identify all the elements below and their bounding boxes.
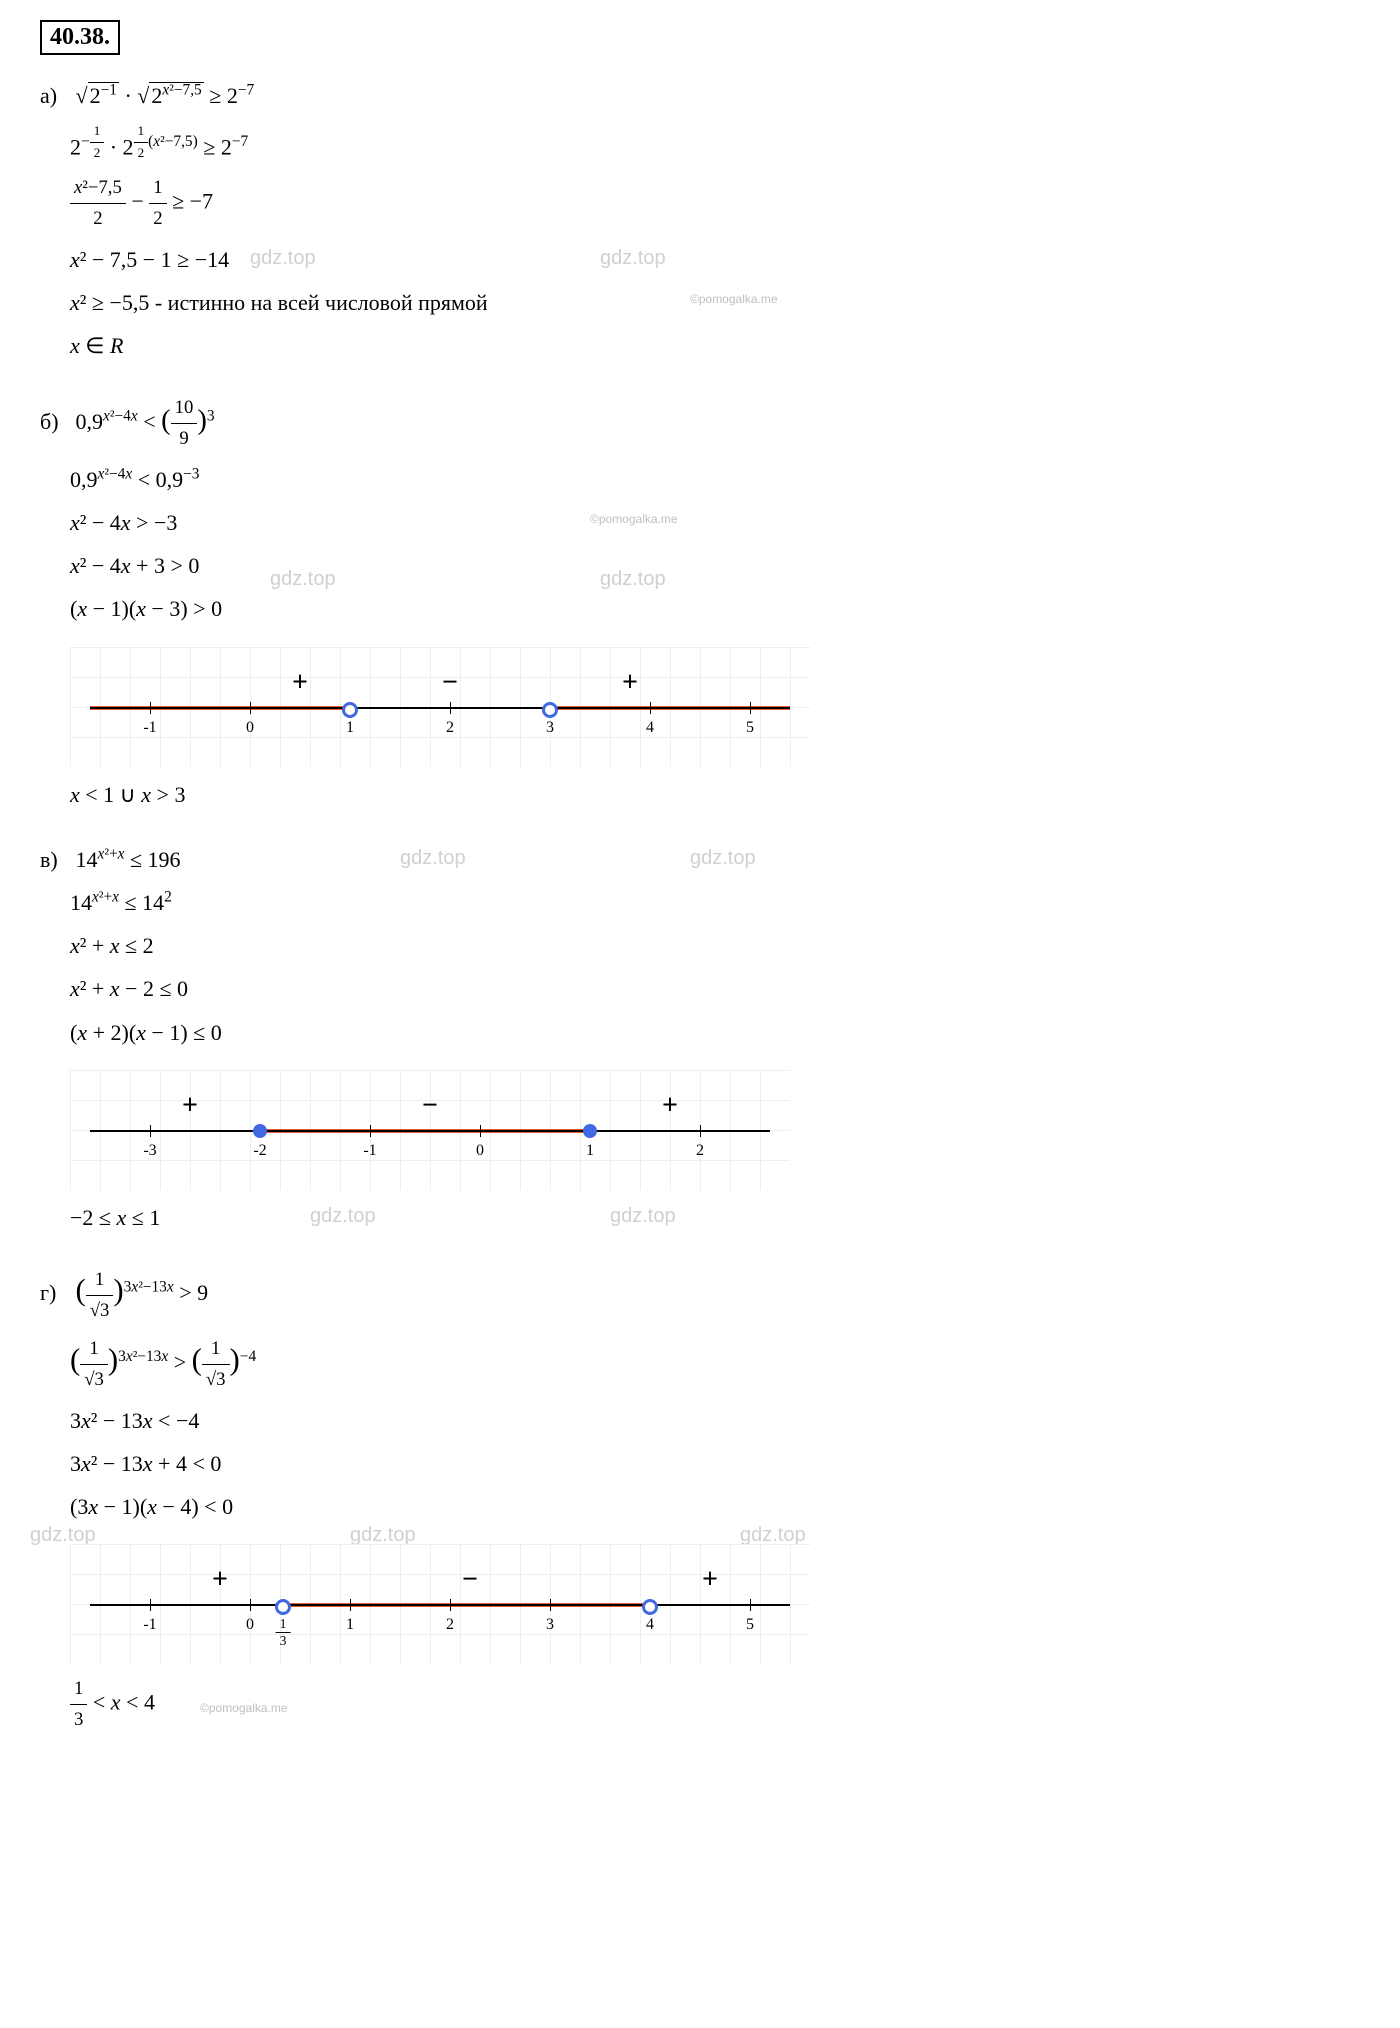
result-b: x < 1 ∪ x > 3 [70,777,1360,812]
watermark-gdz: gdz.top [250,242,316,274]
math-line: 0,9x²−4x < (109)3 [76,409,215,434]
watermark-gdz: gdz.top [610,1200,676,1232]
math-line: 3x² − 13x < −4 [70,1403,1360,1438]
solution-page: 40.38. а) 2−1 · 2x²−7,5 ≥ 2−7 2−12 · 212… [40,20,1360,1735]
part-a: а) 2−1 · 2x²−7,5 ≥ 2−7 2−12 · 212(x²−7,5… [40,78,1360,363]
watermark-gdz: gdz.top [600,563,666,595]
numberline-d: -101234513+−+ [70,1544,810,1664]
math-line: x² − 4x > −3 ©pomogalka.me [70,505,1360,540]
math-line: (1√3)3x²−13x > 9 [76,1280,209,1305]
math-line: x ∈ R [70,328,1360,363]
part-d: г) (1√3)3x²−13x > 9 (1√3)3x²−13x > (1√3)… [40,1265,1360,1735]
math-line: 0,9x²−4x < 0,9−3 [70,462,1360,497]
part-c: в) 14x²+x ≤ 196 gdz.top gdz.top 14x²+x ≤… [40,842,1360,1235]
math-line: (x − 1)(x − 3) > 0 [70,591,1360,626]
result-d: 13 < x < 4 ©pomogalka.me [70,1674,1360,1735]
math-line: 3x² − 13x + 4 < 0 [70,1446,1360,1481]
result-c: −2 ≤ x ≤ 1 gdz.top gdz.top [70,1200,1360,1235]
math-line: x² − 7,5 − 1 ≥ −14 gdz.top gdz.top [70,242,1360,277]
math-line: 14x²+x ≤ 142 [70,885,1360,920]
watermark-gdz: gdz.top [400,842,466,874]
math-line: 2−1 · 2x²−7,5 ≥ 2−7 [76,83,255,108]
numberline-b: -1012345+−+ [70,647,810,767]
math-line: (1√3)3x²−13x > (1√3)−4 [70,1334,1360,1395]
part-a-label: а) [40,78,70,113]
part-b-label: б) [40,404,70,439]
watermark-gdz: gdz.top [310,1200,376,1232]
watermark-pomogalka: ©pomogalka.me [200,1699,288,1718]
watermark-pomogalka: ©pomogalka.me [690,290,778,309]
math-line: x²−7,52 − 12 ≥ −7 [70,173,1360,234]
math-line: 14x²+x ≤ 196 [76,847,181,872]
math-line: x² + x ≤ 2 [70,928,1360,963]
math-line: (3x − 1)(x − 4) < 0 gdz.top gdz.top gdz.… [70,1489,1360,1524]
watermark-pomogalka: ©pomogalka.me [590,510,678,529]
watermark-gdz: gdz.top [270,563,336,595]
math-line: 2−12 · 212(x²−7,5) ≥ 2−7 [70,121,1360,164]
part-d-label: г) [40,1275,70,1310]
problem-number: 40.38. [40,20,120,55]
watermark-gdz: gdz.top [690,842,756,874]
part-c-label: в) [40,842,70,877]
math-line: x² + x − 2 ≤ 0 [70,971,1360,1006]
math-line: x² − 4x + 3 > 0 gdz.top gdz.top [70,548,1360,583]
part-b: б) 0,9x²−4x < (109)3 0,9x²−4x < 0,9−3 x²… [40,393,1360,812]
math-line: x² ≥ −5,5 - истинно на всей числовой пря… [70,285,1360,320]
math-line: (x + 2)(x − 1) ≤ 0 [70,1015,1360,1050]
numberline-c: -3-2-1012+−+ [70,1070,790,1190]
watermark-gdz: gdz.top [600,242,666,274]
